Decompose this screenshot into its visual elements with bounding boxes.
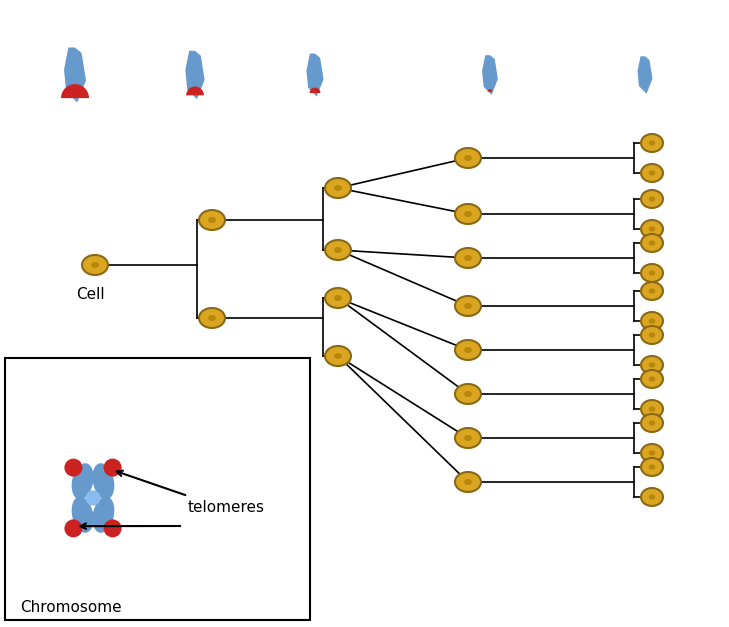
Ellipse shape [334,247,342,253]
Ellipse shape [641,164,663,182]
Circle shape [85,490,101,505]
Ellipse shape [464,347,472,353]
Ellipse shape [641,488,663,506]
Ellipse shape [199,308,225,328]
Ellipse shape [649,420,655,426]
FancyBboxPatch shape [5,358,310,620]
Ellipse shape [325,346,351,366]
Ellipse shape [334,185,342,191]
Ellipse shape [641,326,663,344]
Ellipse shape [649,450,655,456]
Ellipse shape [93,463,114,500]
Polygon shape [64,48,86,102]
Ellipse shape [71,463,93,500]
Polygon shape [482,55,498,95]
Ellipse shape [208,315,216,321]
Circle shape [104,519,122,537]
Text: Cell: Cell [76,287,104,302]
Ellipse shape [649,196,655,202]
Wedge shape [488,89,493,92]
Ellipse shape [649,288,655,293]
Ellipse shape [455,248,481,268]
Ellipse shape [464,211,472,217]
Ellipse shape [649,494,655,500]
Ellipse shape [325,240,351,260]
Polygon shape [638,56,652,93]
Ellipse shape [649,406,655,412]
Ellipse shape [641,370,663,388]
Wedge shape [310,88,321,93]
Ellipse shape [641,414,663,432]
Ellipse shape [91,262,99,268]
Ellipse shape [649,362,655,367]
Ellipse shape [82,255,108,275]
Ellipse shape [455,148,481,168]
Polygon shape [185,51,205,99]
Ellipse shape [649,171,655,176]
Ellipse shape [455,428,481,448]
Polygon shape [306,53,324,97]
Text: telomeres: telomeres [188,500,265,515]
Wedge shape [61,84,89,98]
Ellipse shape [325,288,351,308]
Circle shape [64,519,82,537]
Ellipse shape [641,458,663,476]
Ellipse shape [641,190,663,208]
Ellipse shape [649,240,655,246]
Ellipse shape [649,140,655,145]
Ellipse shape [455,384,481,404]
Ellipse shape [464,303,472,309]
Ellipse shape [649,270,655,276]
Ellipse shape [464,155,472,161]
Ellipse shape [455,204,481,224]
Ellipse shape [649,376,655,382]
Ellipse shape [641,234,663,252]
Ellipse shape [641,220,663,238]
Ellipse shape [455,340,481,360]
Ellipse shape [641,282,663,300]
Ellipse shape [464,479,472,485]
Wedge shape [186,87,204,95]
Ellipse shape [641,134,663,152]
Ellipse shape [649,319,655,324]
Ellipse shape [208,217,216,223]
Ellipse shape [649,465,655,470]
Ellipse shape [464,391,472,397]
Ellipse shape [649,332,655,338]
Ellipse shape [641,264,663,282]
Ellipse shape [334,353,342,359]
Ellipse shape [455,296,481,316]
Ellipse shape [641,444,663,462]
Ellipse shape [71,497,93,533]
Ellipse shape [464,255,472,261]
Ellipse shape [93,497,114,533]
Ellipse shape [641,356,663,374]
Ellipse shape [464,435,472,441]
Text: Chromosome: Chromosome [20,600,122,615]
Ellipse shape [325,178,351,198]
Circle shape [64,458,82,477]
Ellipse shape [455,472,481,492]
Ellipse shape [649,226,655,232]
Ellipse shape [641,400,663,418]
Circle shape [104,458,122,477]
Ellipse shape [199,210,225,230]
Ellipse shape [334,295,342,301]
Ellipse shape [641,312,663,330]
